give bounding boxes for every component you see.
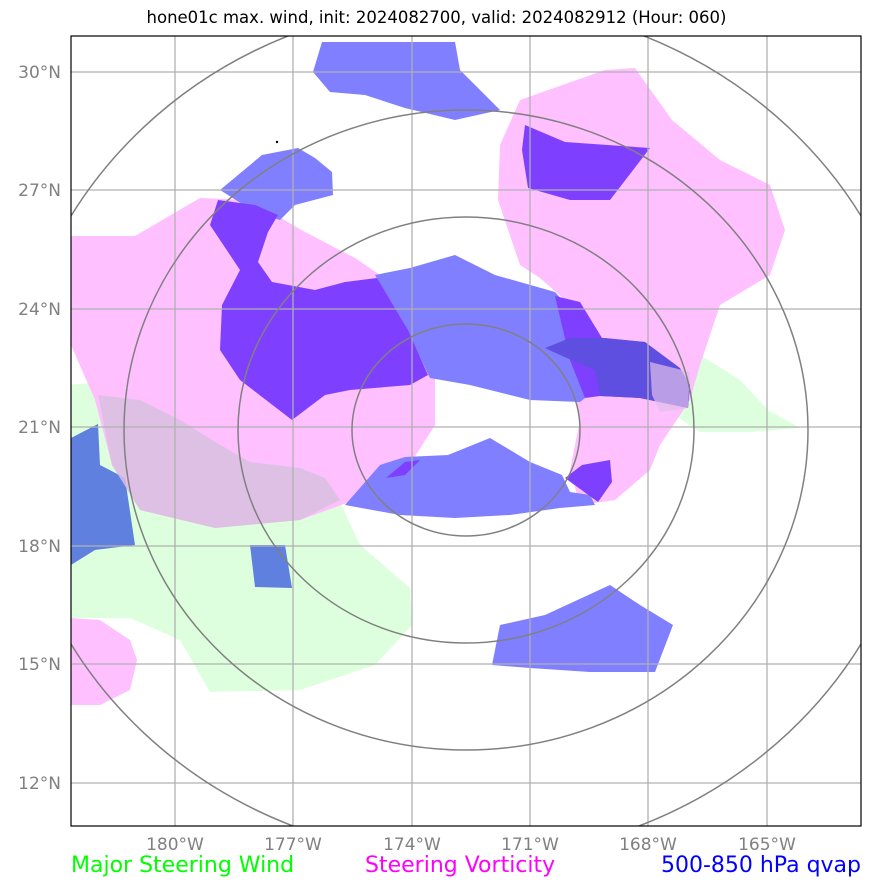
plot-frame xyxy=(70,35,862,827)
map-plot-area xyxy=(71,36,861,826)
lat-tick-label: 12°N xyxy=(18,774,61,794)
lat-tick-label: 30°N xyxy=(18,63,61,83)
legend-steering-wind: Major Steering Wind xyxy=(71,853,295,878)
lat-tick-label: 15°N xyxy=(18,655,61,675)
map-title: hone01c max. wind, init: 2024082700, val… xyxy=(146,8,727,27)
lon-tick-label: 165°W xyxy=(738,835,796,855)
lat-tick-label: 21°N xyxy=(18,418,61,438)
lat-tick-label: 18°N xyxy=(18,537,61,557)
qvap-wind-overlap-regions xyxy=(71,338,690,588)
lat-tick-labels: 30°N 27°N 24°N 21°N 18°N 15°N 12°N xyxy=(18,63,61,794)
storm-marker xyxy=(275,140,279,144)
qvap-regions xyxy=(220,42,673,672)
distance-rings xyxy=(71,36,861,826)
legend-steering-vorticity: Steering Vorticity xyxy=(365,853,556,878)
legend-qvap: 500-850 hPa qvap xyxy=(660,853,861,878)
lat-tick-label: 27°N xyxy=(18,181,61,201)
lon-tick-label: 180°W xyxy=(146,835,204,855)
lon-tick-label: 168°W xyxy=(619,835,677,855)
lon-tick-label: 174°W xyxy=(383,835,441,855)
lat-tick-label: 24°N xyxy=(18,300,61,320)
lat-lon-grid xyxy=(71,36,861,826)
lon-tick-label: 177°W xyxy=(264,835,322,855)
lon-tick-labels: 180°W 177°W 174°W 171°W 168°W 165°W xyxy=(146,835,796,855)
lon-tick-label: 171°W xyxy=(501,835,559,855)
